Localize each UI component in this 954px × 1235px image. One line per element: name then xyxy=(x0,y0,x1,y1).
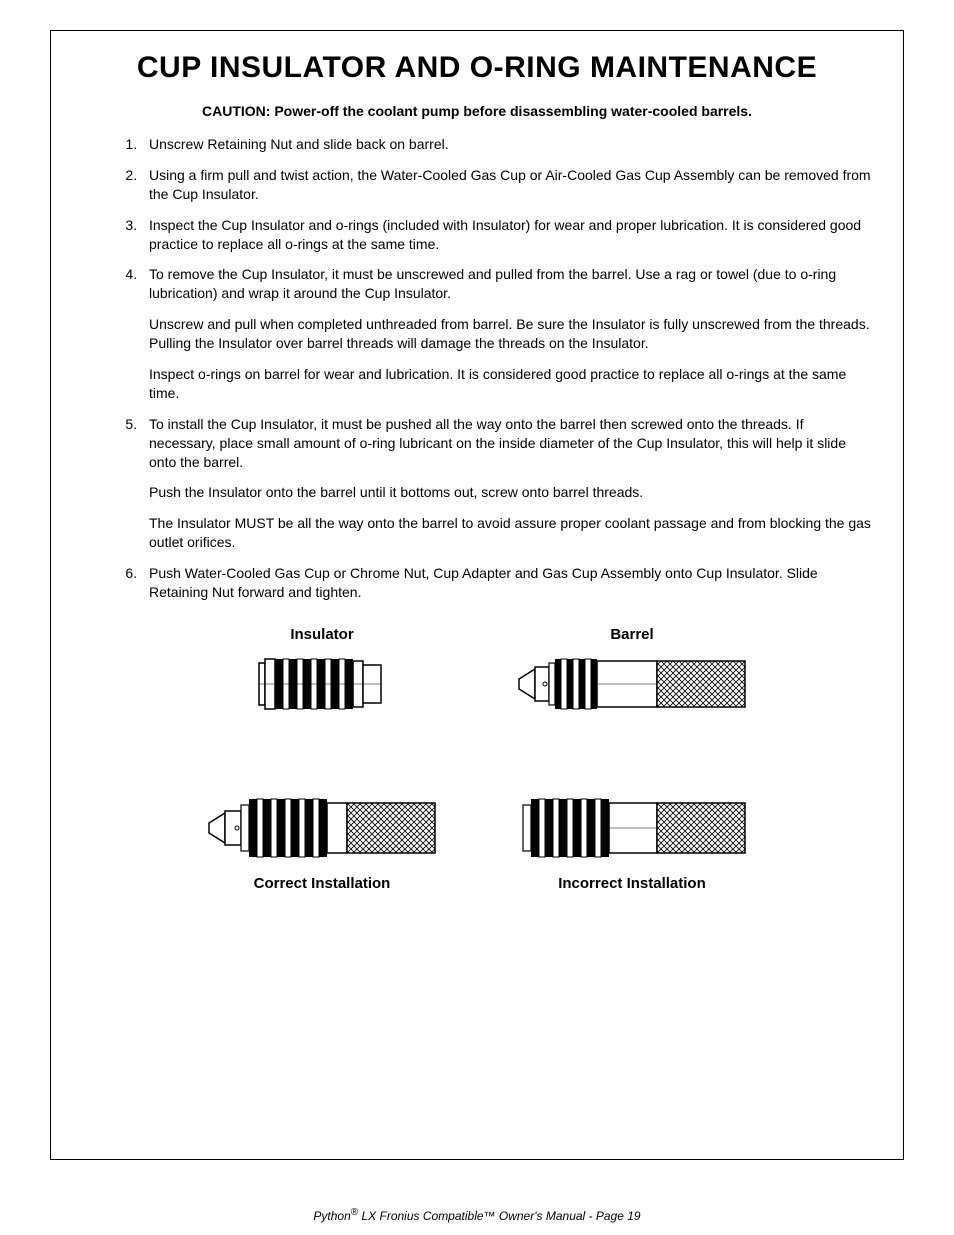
caution-text: CAUTION: Power-off the coolant pump befo… xyxy=(81,103,873,119)
step-text: Unscrew Retaining Nut and slide back on … xyxy=(149,136,449,152)
page-frame: CUP INSULATOR AND O-RING MAINTENANCE CAU… xyxy=(50,30,904,1160)
diagram-cell-barrel: Barrel xyxy=(517,626,747,719)
barrel-icon xyxy=(517,649,747,719)
footer-brand: Python xyxy=(313,1209,350,1223)
step-text: Inspect the Cup Insulator and o-rings (i… xyxy=(149,217,861,252)
diagram-row-bottom: Correct Installation xyxy=(207,789,747,892)
steps-list: Unscrew Retaining Nut and slide back on … xyxy=(81,135,873,602)
insulator-icon xyxy=(247,649,397,719)
step-text: Push Water-Cooled Gas Cup or Chrome Nut,… xyxy=(149,565,818,600)
correct-install-icon xyxy=(207,789,437,867)
step-text: Using a firm pull and twist action, the … xyxy=(149,167,871,202)
step-item: Push Water-Cooled Gas Cup or Chrome Nut,… xyxy=(141,564,873,602)
page-footer: Python® LX Fronius Compatible™ Owner's M… xyxy=(0,1207,954,1223)
step-item: To install the Cup Insulator, it must be… xyxy=(141,415,873,552)
step-item: To remove the Cup Insulator, it must be … xyxy=(141,265,873,402)
footer-brand2: LX Fronius Compatible xyxy=(358,1209,483,1223)
diagram-area: Insulator xyxy=(81,626,873,902)
footer-tm: ™ xyxy=(484,1209,496,1223)
step-text: To remove the Cup Insulator, it must be … xyxy=(149,266,836,301)
incorrect-install-icon xyxy=(517,789,747,867)
footer-rest: Owner's Manual - Page 19 xyxy=(496,1209,641,1223)
step-para: Push the Insulator onto the barrel until… xyxy=(149,483,873,502)
diagram-cell-correct: Correct Installation xyxy=(207,789,437,892)
diagram-cell-incorrect: Incorrect Installation xyxy=(517,789,747,892)
step-item: Inspect the Cup Insulator and o-rings (i… xyxy=(141,216,873,254)
diagram-label: Barrel xyxy=(610,626,653,643)
step-para: Unscrew and pull when completed unthread… xyxy=(149,315,873,353)
page-title: CUP INSULATOR AND O-RING MAINTENANCE xyxy=(81,51,873,85)
diagram-label: Correct Installation xyxy=(254,875,391,892)
step-para: Inspect o-rings on barrel for wear and l… xyxy=(149,365,873,403)
step-para: The Insulator MUST be all the way onto t… xyxy=(149,514,873,552)
diagram-row-top: Insulator xyxy=(207,626,747,719)
diagram-cell-insulator: Insulator xyxy=(207,626,437,719)
diagram-label: Insulator xyxy=(290,626,353,643)
step-item: Unscrew Retaining Nut and slide back on … xyxy=(141,135,873,154)
step-item: Using a firm pull and twist action, the … xyxy=(141,166,873,204)
diagram-label: Incorrect Installation xyxy=(558,875,706,892)
step-text: To install the Cup Insulator, it must be… xyxy=(149,416,846,470)
